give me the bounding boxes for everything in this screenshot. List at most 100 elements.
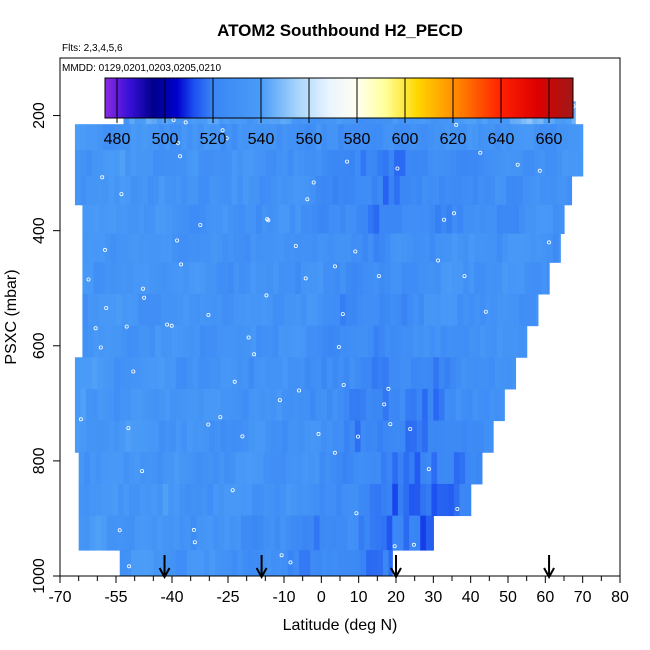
sample-point [100, 175, 105, 180]
heatmap-cell [472, 124, 479, 151]
heatmap-cell [181, 550, 188, 576]
heatmap-cell [438, 388, 446, 422]
heatmap-cell [138, 325, 145, 358]
heatmap-cell [345, 262, 352, 295]
heatmap-cell [446, 262, 453, 295]
heatmap-cell [106, 483, 113, 517]
heatmap-cell [502, 325, 509, 358]
heatmap-cell [99, 293, 106, 327]
heatmap-cell [394, 124, 401, 151]
heatmap-cell [403, 452, 410, 485]
heatmap-cell [289, 262, 296, 295]
heatmap-cell [270, 357, 278, 390]
heatmap-cell [312, 204, 319, 235]
heatmap-cell [519, 233, 526, 263]
heatmap-cell [181, 388, 188, 422]
heatmap-cell [220, 420, 227, 453]
sample-point [175, 238, 180, 243]
heatmap-cell [338, 124, 345, 151]
heatmap-cell [315, 124, 322, 151]
heatmap-cell [349, 550, 356, 576]
heatmap-cell [291, 515, 298, 551]
sample-point [206, 312, 211, 317]
heatmap-cell [377, 124, 384, 151]
heatmap-cell [132, 204, 139, 235]
heatmap-cell [547, 262, 550, 295]
heatmap-cell [140, 483, 147, 517]
heatmap-cell [82, 204, 89, 235]
heatmap-cell [209, 388, 216, 422]
heatmap-cell [371, 357, 378, 390]
heatmap-cell [343, 175, 350, 206]
heatmap-cell [338, 388, 345, 422]
heatmap-cell [181, 420, 188, 453]
heatmap-cell [233, 325, 240, 358]
heatmap-cell [114, 357, 121, 390]
heatmap-cell [280, 452, 287, 485]
sample-point [218, 415, 223, 420]
heatmap-cell [310, 388, 317, 422]
heatmap-cell [343, 420, 350, 453]
heatmap-cell [502, 204, 509, 235]
heatmap-cell [452, 262, 459, 295]
heatmap-cell [172, 293, 179, 327]
x-tick-label: -40 [160, 589, 183, 606]
heatmap-cell [550, 124, 558, 151]
heatmap-cell [142, 150, 149, 177]
heatmap-cell [116, 262, 123, 295]
heatmap-cell [183, 262, 190, 295]
heatmap-cell [506, 175, 513, 206]
heatmap-cell [394, 420, 401, 453]
heatmap-cell [207, 483, 214, 517]
heatmap-cell [453, 483, 461, 517]
heatmap-cell [214, 357, 222, 390]
heatmap-cell [86, 357, 93, 390]
heatmap-cell [291, 452, 298, 485]
heatmap-cell [418, 262, 425, 295]
heatmap-cell [280, 515, 287, 551]
heatmap-cell [573, 124, 580, 151]
heatmap-cell [285, 483, 293, 517]
heatmap-cell [155, 262, 162, 295]
heatmap-cell [315, 388, 322, 422]
heatmap-cell [508, 233, 515, 263]
heatmap-cell [513, 325, 520, 358]
heatmap-cell [420, 483, 427, 517]
heatmap-cell [186, 175, 194, 206]
heatmap-cell [424, 293, 431, 327]
heatmap-cell [214, 124, 222, 151]
heatmap-cell [392, 515, 399, 551]
heatmap-cell [405, 388, 412, 422]
heatmap-cell [457, 262, 464, 295]
heatmap-cell [136, 357, 143, 390]
heatmap-cell [338, 150, 345, 177]
heatmap-cell [368, 325, 375, 358]
heatmap-cell [455, 388, 462, 422]
sample-point [483, 309, 488, 314]
heatmap-cell [476, 452, 483, 485]
heatmap-cell [519, 204, 526, 235]
heatmap-cell [101, 452, 108, 485]
heatmap-cell [190, 452, 197, 485]
sample-point [305, 197, 310, 202]
heatmap-cell [192, 150, 199, 177]
heatmap-cell [89, 483, 97, 517]
heatmap-cell [158, 357, 166, 390]
heatmap-cell [239, 262, 246, 295]
heatmap-cell [211, 293, 218, 327]
heatmap-cell [407, 325, 414, 358]
heatmap-cell [453, 452, 461, 485]
heatmap-cell [321, 550, 328, 576]
heatmap-cell [524, 204, 531, 235]
heatmap-cell [285, 515, 293, 551]
heatmap-cell [562, 150, 569, 177]
heatmap-cell [502, 293, 509, 327]
heatmap-cell [461, 388, 468, 422]
heatmap-cell [369, 515, 377, 551]
heatmap-cell [270, 420, 278, 453]
heatmap-cell [127, 293, 134, 327]
heatmap-cell [242, 150, 250, 177]
heatmap-cell [123, 452, 130, 485]
heatmap-cell [173, 515, 181, 551]
heatmap-cell [534, 124, 541, 151]
